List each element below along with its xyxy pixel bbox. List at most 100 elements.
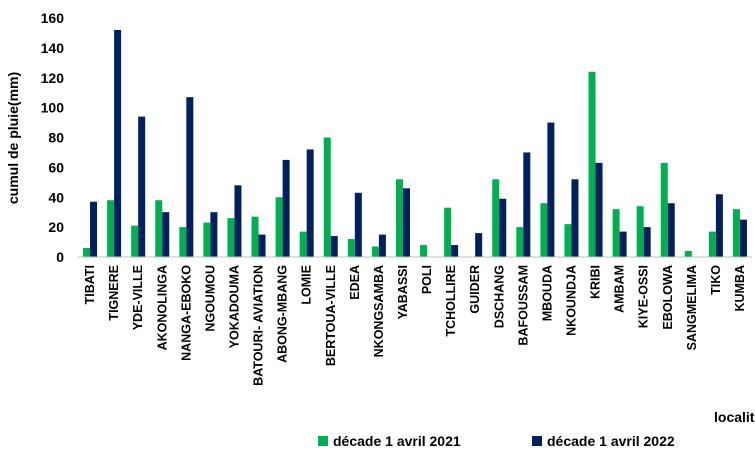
bar-series-2022: [499, 198, 507, 257]
bar-series-2021: [395, 179, 403, 257]
bar-series-2022: [90, 201, 98, 257]
bar-series-2022: [523, 152, 531, 257]
bar-series-2022: [667, 203, 675, 257]
bar-series-2021: [540, 203, 548, 257]
bar-series-2022: [595, 162, 603, 257]
bar-series-2022: [186, 97, 194, 257]
bar-series-2021: [420, 245, 428, 257]
x-category-label: YOKADOUMA: [227, 265, 241, 348]
legend-swatch: [318, 436, 328, 446]
bar-series-2022: [643, 227, 651, 257]
x-category-label: BERTOUA-VILLE: [324, 265, 338, 366]
y-tick-label: 80: [48, 130, 64, 146]
bar-series-2022: [715, 194, 723, 257]
x-category-label: NKOUNDJA: [564, 265, 578, 336]
x-category-label: POLI: [420, 265, 434, 294]
x-category-label: NANGA-EBOKO: [179, 265, 193, 361]
x-category-label: AKONOLINGA: [155, 265, 169, 350]
x-category-label: TCHOLLIRE: [444, 265, 458, 337]
bar-series-2022: [114, 29, 122, 258]
bar-series-2021: [227, 218, 235, 257]
legend-label: décade 1 avril 2022: [547, 433, 675, 449]
legend-swatch: [532, 436, 542, 446]
x-category-label: BAFOUSSAM: [516, 265, 530, 346]
bar-series-2021: [660, 162, 668, 257]
bar-series-2021: [251, 216, 259, 257]
y-tick-label: 120: [41, 70, 65, 86]
bar-series-2021: [588, 71, 596, 258]
bar-series-2022: [402, 188, 410, 257]
x-category-label: BATOURI- AVIATION: [252, 265, 266, 386]
bar-series-2022: [234, 185, 242, 257]
y-axis: 0 20 40 60 80 100 120 140 160: [41, 10, 65, 265]
x-category-label: TIBATI: [83, 265, 97, 304]
bars: [83, 29, 747, 258]
x-category-label: LOMIE: [300, 265, 314, 305]
bar-series-2022: [258, 234, 266, 257]
legend: décade 1 avril 2021 décade 1 avril 2022: [318, 433, 675, 449]
x-category-label: NGOUMOU: [203, 265, 217, 332]
bar-series-2022: [571, 179, 579, 257]
bar-series-2021: [83, 248, 91, 257]
bar-series-2021: [492, 179, 500, 257]
bar-series-2022: [282, 159, 290, 257]
bar-series-2022: [547, 122, 555, 257]
x-category-label: YDE-VILLE: [131, 265, 145, 330]
x-axis: TIBATI TIGNERE YDE-VILLE AKONOLINGA NANGA-EB…: [83, 265, 747, 386]
bar-series-2021: [299, 231, 307, 257]
x-category-label: GUIDER: [468, 265, 482, 314]
x-category-label: SANGMELIMA: [685, 265, 699, 350]
bar-series-2021: [179, 227, 187, 257]
y-tick-label: 160: [41, 10, 65, 26]
y-tick-label: 0: [56, 249, 64, 265]
x-category-label: TIGNERE: [107, 265, 121, 321]
bar-series-2022: [475, 233, 483, 257]
bar-series-2021: [636, 206, 644, 257]
bar-series-2021: [155, 200, 163, 257]
bar-series-2021: [371, 246, 379, 257]
bar-series-2021: [516, 227, 524, 257]
x-category-label: KUMBA: [733, 265, 747, 312]
y-tick-label: 140: [41, 40, 65, 56]
x-category-label: MBOUDA: [540, 265, 554, 321]
bar-series-2021: [323, 137, 331, 257]
x-category-label: EDEA: [348, 265, 362, 300]
bar-series-2021: [564, 224, 572, 257]
bar-series-2021: [612, 209, 620, 257]
bar-series-2021: [444, 207, 452, 257]
bar-series-2021: [732, 209, 740, 257]
bar-series-2021: [275, 197, 283, 257]
bar-series-2022: [378, 234, 386, 257]
bar-series-2022: [138, 116, 146, 258]
bar-series-2021: [203, 222, 211, 257]
x-category-label: ABONG-MBANG: [276, 265, 290, 363]
bar-series-2022: [451, 245, 459, 257]
x-category-label: YABASSI: [396, 265, 410, 319]
bar-series-2021: [684, 251, 692, 257]
bar-series-2022: [619, 231, 627, 257]
x-category-label: KIYE-OSSI: [637, 265, 651, 328]
bar-series-2021: [131, 225, 139, 257]
bar-series-2021: [347, 239, 355, 257]
y-tick-label: 60: [48, 159, 64, 175]
bar-series-2022: [162, 212, 170, 257]
bar-series-2021: [708, 231, 716, 257]
y-tick-label: 20: [48, 219, 64, 235]
bar-series-2021: [107, 200, 115, 257]
bar-series-2022: [306, 149, 314, 257]
y-tick-label: 40: [48, 189, 64, 205]
x-category-label: TIKO: [709, 265, 723, 295]
x-category-label: EBOLOWA: [661, 265, 675, 330]
x-category-label: AMBAM: [613, 265, 627, 313]
bar-series-2022: [354, 192, 362, 257]
legend-label: décade 1 avril 2021: [333, 433, 461, 449]
bar-series-2022: [330, 236, 338, 257]
bar-series-2022: [739, 219, 747, 257]
y-tick-label: 100: [41, 100, 65, 116]
x-axis-title: localités: [714, 409, 755, 425]
bar-series-2022: [210, 212, 218, 257]
x-category-label: NKONGSAMBA: [372, 265, 386, 357]
x-category-label: KRIBI: [589, 265, 603, 299]
